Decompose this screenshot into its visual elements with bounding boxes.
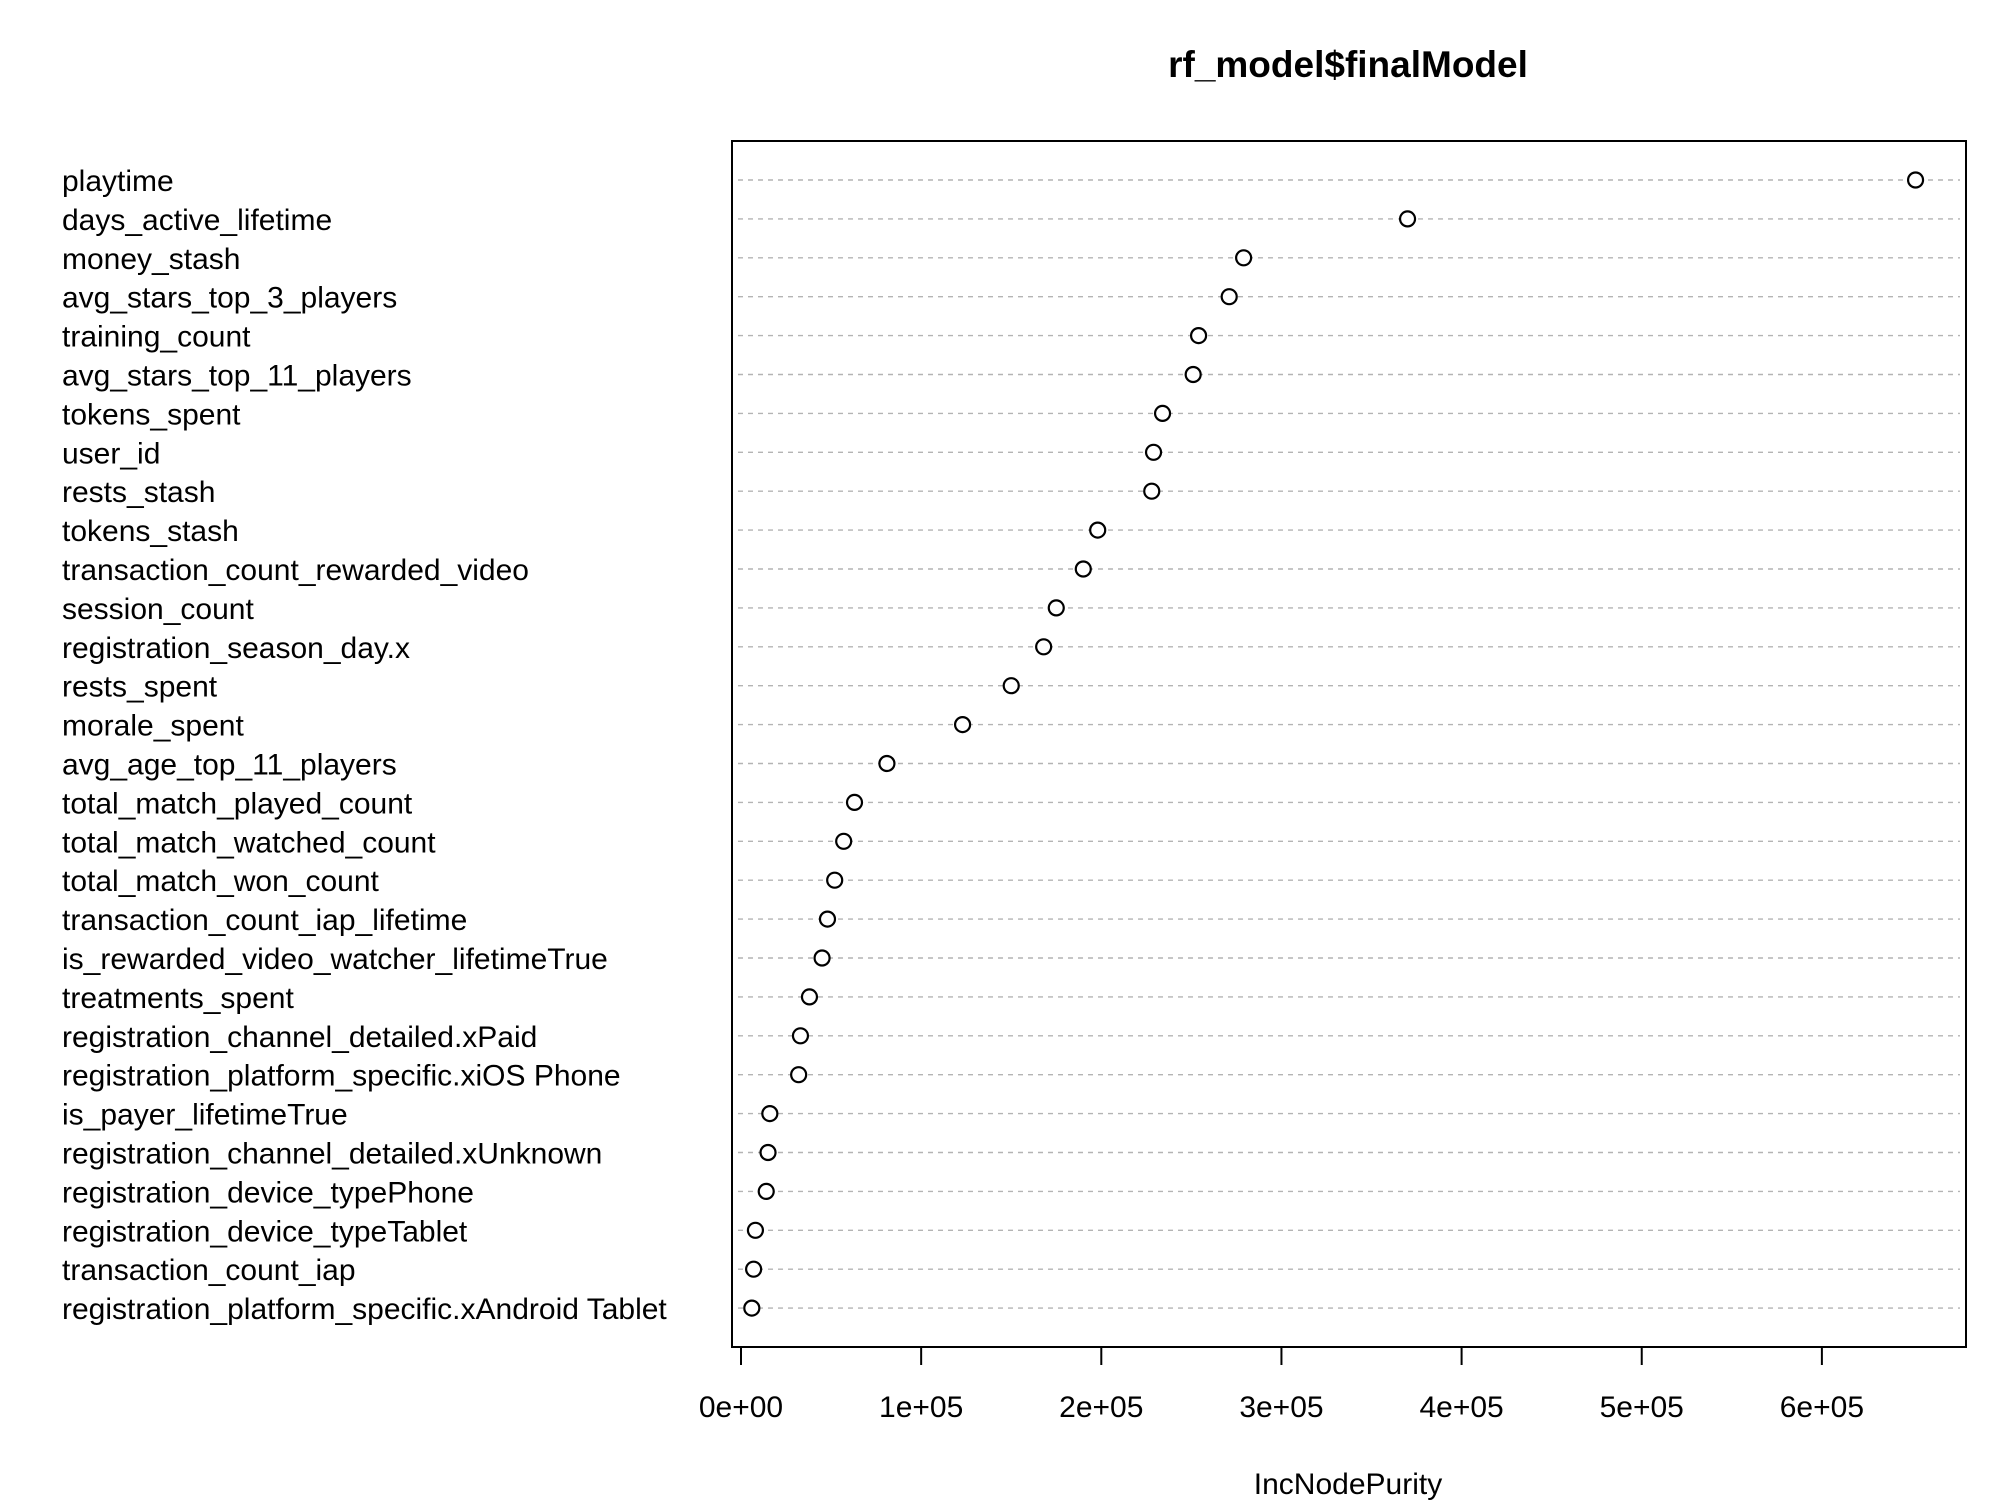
data-points [743,171,1925,1317]
gridlines [738,179,1960,1309]
category-label: total_match_played_count [62,787,413,820]
data-point [835,832,853,850]
data-point [757,1182,775,1201]
category-label: registration_channel_detailed.xPaid [62,1021,537,1054]
category-label: registration_platform_specific.xAndroid … [62,1293,667,1326]
category-label: avg_age_top_11_players [62,749,397,782]
data-point [743,1299,761,1317]
category-label: user_id [62,437,160,470]
data-point [1189,327,1208,345]
category-label: tokens_spent [62,398,241,431]
category-label: training_count [62,321,251,354]
data-point [1074,560,1092,578]
category-label: registration_season_day.x [62,632,410,665]
data-point [1143,482,1161,500]
category-label: transaction_count_rewarded_video [62,554,529,587]
category-label: avg_stars_top_3_players [62,282,397,315]
data-point [1144,443,1163,461]
x-tick-label: 5e+05 [1600,1391,1684,1424]
category-labels: playtime days_active_lifetime money_stasha… [62,165,667,1326]
data-point [745,1260,763,1278]
category-label: avg_stars_top_11_players [62,360,412,393]
category-label: rests_stash [62,476,215,509]
data-point [1089,521,1107,539]
x-tick-label: 6e+05 [1780,1391,1864,1424]
data-point [1153,404,1172,422]
data-point [1184,365,1202,384]
data-point [813,949,831,967]
category-label: treatments_spent [62,982,294,1015]
category-label: morale_spent [62,710,244,743]
category-label: session_count [62,593,254,626]
category-label: registration_platform_specific.xiOS Phon… [62,1060,621,1093]
x-tick-label: 3e+05 [1239,1391,1323,1424]
category-label: rests_spent [62,671,218,704]
category-label: tokens_stash [62,515,239,548]
x-axis-label: IncNodePurity [1254,1468,1442,1501]
category-label: registration_channel_detailed.xUnknown [62,1138,602,1171]
data-point [1047,599,1065,617]
chart-title: rf_model$finalModel [1168,44,1528,85]
data-point [818,910,837,928]
data-point [953,715,972,734]
category-label: money_stash [62,243,240,276]
data-point [1398,210,1417,228]
data-point [761,1104,779,1123]
data-point [746,1221,765,1239]
category-label: is_rewarded_video_watcher_lifetimeTrue [62,943,608,976]
data-point [1235,249,1253,267]
data-point [800,988,819,1006]
category-label: total_match_watched_count [62,826,436,859]
x-tick-label: 1e+05 [879,1391,963,1424]
data-point [878,754,896,773]
x-tick-label: 2e+05 [1059,1391,1143,1424]
plot-frame [731,140,1967,1348]
x-tick-label: 4e+05 [1419,1391,1503,1424]
category-label: is_payer_lifetimeTrue [62,1099,348,1132]
data-point [1906,171,1925,189]
category-label: days_active_lifetime [62,204,332,237]
category-label: transaction_count_iap_lifetime [62,904,467,937]
data-point [759,1143,777,1162]
category-label: registration_device_typePhone [62,1176,474,1209]
data-point [1035,638,1053,656]
x-tick-label: 0e+00 [699,1391,783,1424]
data-point [790,1066,808,1084]
data-point [826,871,844,889]
category-label: total_match_won_count [62,865,380,898]
data-point [1220,288,1238,306]
x-axis: 0e+00 1e+05 2e+05 3e+05 4e+05 5e+05 6e+05 [699,1346,1864,1424]
category-label: transaction_count_iap [62,1254,356,1287]
category-label: playtime [62,165,174,198]
category-label: registration_device_typeTablet [62,1215,468,1248]
data-point [791,1027,810,1045]
data-point [1002,677,1020,695]
data-point [845,793,864,812]
